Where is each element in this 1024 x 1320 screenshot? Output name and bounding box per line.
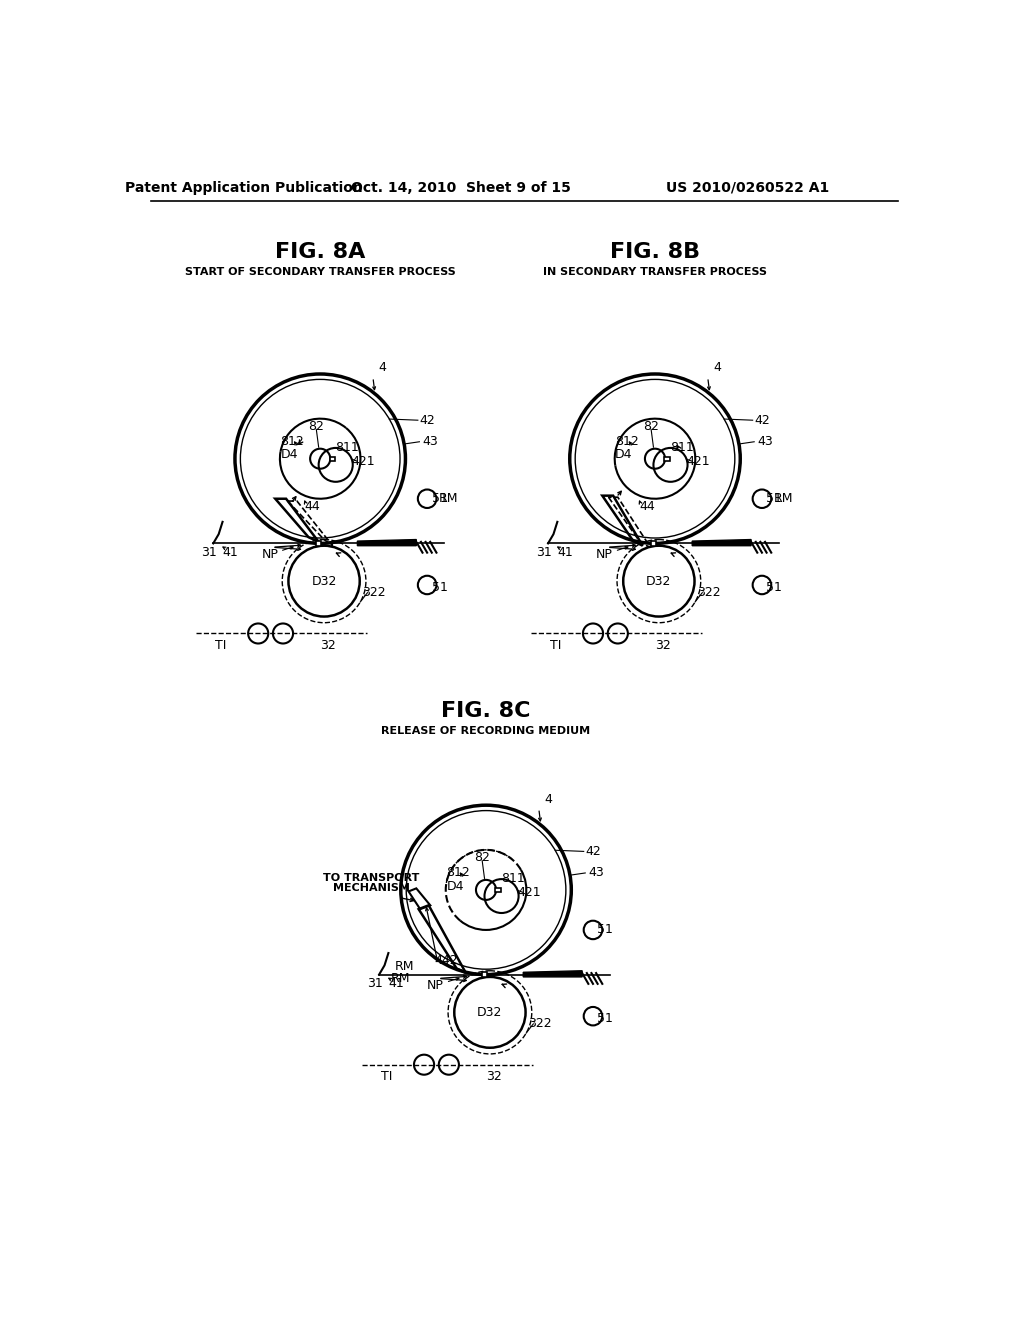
Text: 32: 32 (486, 1069, 502, 1082)
Text: 811: 811 (336, 441, 359, 454)
Text: D32: D32 (311, 574, 337, 587)
Text: RM: RM (391, 972, 411, 985)
Text: Patent Application Publication: Patent Application Publication (125, 181, 364, 194)
Text: 4: 4 (713, 362, 721, 375)
Text: 51: 51 (597, 924, 613, 936)
Text: Oct. 14, 2010  Sheet 9 of 15: Oct. 14, 2010 Sheet 9 of 15 (351, 181, 571, 194)
Text: 41: 41 (388, 977, 404, 990)
Text: START OF SECONDARY TRANSFER PROCESS: START OF SECONDARY TRANSFER PROCESS (184, 268, 456, 277)
Polygon shape (357, 540, 417, 545)
Bar (481, 972, 487, 977)
Text: TI: TI (215, 639, 226, 652)
Text: 322: 322 (527, 1018, 551, 1031)
Text: 32: 32 (655, 639, 671, 652)
Text: 51: 51 (431, 581, 447, 594)
Text: NP: NP (596, 548, 613, 561)
Text: 812: 812 (281, 436, 304, 449)
Text: D4: D4 (446, 879, 464, 892)
Text: FIG. 8A: FIG. 8A (275, 243, 366, 263)
Text: 811: 811 (502, 871, 525, 884)
Text: NP: NP (261, 548, 279, 561)
Text: TI: TI (550, 639, 561, 652)
Text: FIG. 8C: FIG. 8C (441, 701, 530, 721)
Text: NP: NP (427, 979, 444, 991)
Text: 41: 41 (557, 546, 573, 560)
Text: 51: 51 (766, 492, 782, 506)
Text: 43: 43 (757, 436, 773, 449)
Text: 43: 43 (422, 436, 438, 449)
Text: FIG. 8B: FIG. 8B (610, 243, 700, 263)
Text: 31: 31 (202, 546, 217, 560)
Bar (316, 541, 322, 546)
Text: 812: 812 (446, 866, 470, 879)
Text: IN SECONDARY TRANSFER PROCESS: IN SECONDARY TRANSFER PROCESS (543, 268, 767, 277)
Text: 82: 82 (643, 420, 659, 433)
Text: 811: 811 (671, 441, 694, 454)
Text: 322: 322 (696, 586, 720, 599)
Text: RM: RM (395, 961, 415, 973)
Text: US 2010/0260522 A1: US 2010/0260522 A1 (667, 181, 829, 194)
Text: D4: D4 (281, 449, 298, 462)
Text: 82: 82 (474, 851, 490, 865)
Text: 82: 82 (308, 420, 325, 433)
Text: 44: 44 (304, 500, 321, 513)
Text: 51: 51 (431, 492, 447, 506)
Text: 42: 42 (585, 845, 601, 858)
Text: 44: 44 (639, 500, 655, 513)
Bar (665, 457, 670, 461)
Polygon shape (523, 970, 583, 977)
Text: TI: TI (381, 1069, 392, 1082)
Text: 43: 43 (588, 866, 604, 879)
Text: 41: 41 (222, 546, 239, 560)
Text: 51: 51 (597, 1012, 613, 1026)
Text: 4: 4 (544, 792, 552, 805)
Text: 42: 42 (754, 413, 770, 426)
Text: 442: 442 (434, 954, 458, 968)
Text: 421: 421 (352, 454, 376, 467)
Bar (650, 541, 656, 546)
Text: D32: D32 (646, 574, 672, 587)
Text: RM: RM (774, 492, 794, 506)
Bar (330, 457, 335, 461)
Text: 421: 421 (518, 886, 542, 899)
Text: RM: RM (439, 492, 459, 506)
Text: 812: 812 (615, 436, 639, 449)
Text: 322: 322 (361, 586, 385, 599)
Text: 51: 51 (766, 581, 782, 594)
Text: RELEASE OF RECORDING MEDIUM: RELEASE OF RECORDING MEDIUM (382, 726, 591, 737)
Text: 4: 4 (378, 362, 386, 375)
Text: 31: 31 (537, 546, 552, 560)
Text: 31: 31 (368, 977, 383, 990)
Text: MECHANISM: MECHANISM (333, 883, 410, 894)
Text: 421: 421 (686, 454, 711, 467)
Text: D32: D32 (477, 1006, 503, 1019)
Bar (496, 888, 501, 892)
Text: D4: D4 (615, 449, 633, 462)
Polygon shape (692, 540, 751, 545)
Text: 42: 42 (419, 413, 435, 426)
Text: 32: 32 (321, 639, 336, 652)
Text: TO TRANSPORT: TO TRANSPORT (324, 874, 420, 883)
